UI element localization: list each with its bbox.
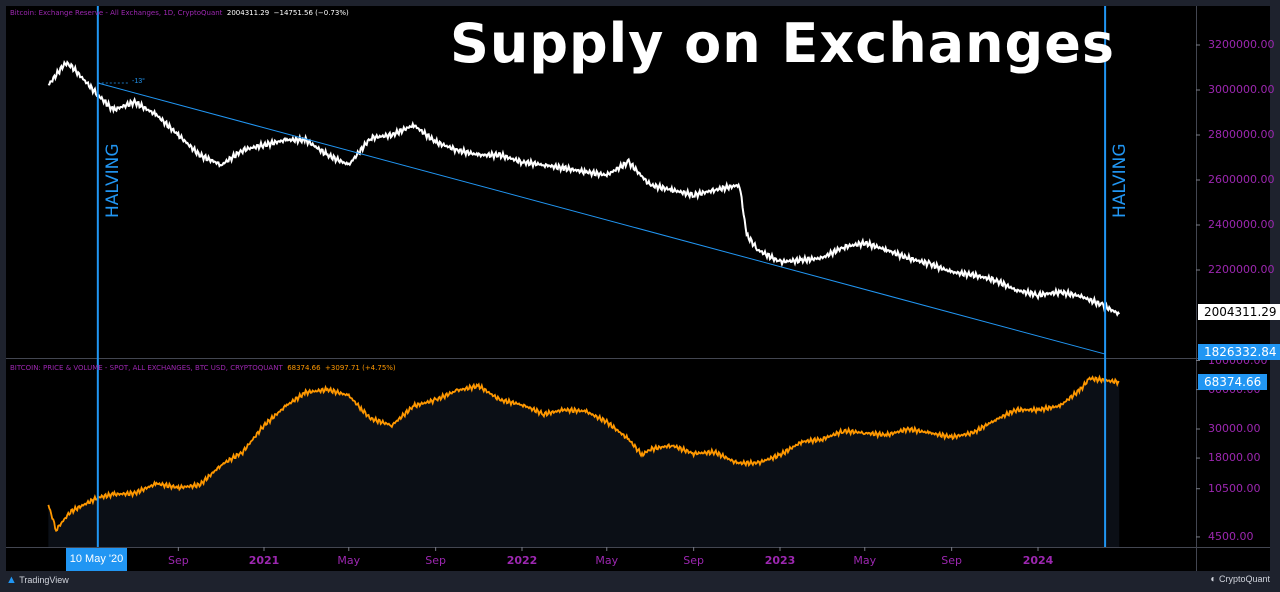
reserve-axis-label: 3000000.00 bbox=[1208, 83, 1275, 96]
last-value-tag: 2004311.29 bbox=[1198, 304, 1280, 320]
time-axis-label: May bbox=[595, 554, 619, 567]
time-axis-label: 2024 bbox=[1022, 554, 1054, 567]
cryptoquant-icon: ◐ bbox=[1210, 574, 1217, 585]
price-area-fill bbox=[48, 377, 1120, 547]
price-axis-label: 4500.00 bbox=[1208, 529, 1254, 543]
top-legend-value: 2004311.29 bbox=[226, 9, 270, 17]
reserve-axis-label: 2600000.00 bbox=[1208, 173, 1275, 186]
time-axis-label: 2021 bbox=[248, 554, 280, 567]
time-axis-label: 2022 bbox=[506, 554, 538, 567]
cryptoquant-logo: ◐ CryptoQuant bbox=[1210, 574, 1270, 585]
tradingview-logo[interactable]: ▲ TradingView bbox=[6, 574, 69, 586]
chart-title: Supply on Exchanges bbox=[450, 12, 1115, 75]
reserve-axis-label: 2800000.00 bbox=[1208, 128, 1275, 141]
time-axis-label: Sep bbox=[941, 554, 963, 567]
top-legend: Bitcoin: Exchange Reserve - All Exchange… bbox=[10, 9, 349, 17]
price-value-tag: 68374.66 bbox=[1198, 374, 1268, 390]
exchange-reserve-line bbox=[47, 60, 1121, 317]
bottom-legend-name: BITCOIN: PRICE & VOLUME - SPOT, ALL EXCH… bbox=[10, 364, 283, 372]
tradingview-text: TradingView bbox=[19, 575, 69, 585]
time-axis-label: May bbox=[853, 554, 877, 567]
reserve-axis-label: 2400000.00 bbox=[1208, 218, 1275, 231]
halving-label-2020: HALVING bbox=[103, 143, 123, 218]
trend-value-tag: 1826332.84 bbox=[1198, 344, 1280, 360]
bottom-legend: BITCOIN: PRICE & VOLUME - SPOT, ALL EXCH… bbox=[10, 364, 396, 372]
reserve-axis-label: 3200000.00 bbox=[1208, 38, 1275, 51]
trend-angle-label: -13° bbox=[132, 78, 145, 85]
time-axis-label: 2023 bbox=[764, 554, 796, 567]
top-legend-name: Bitcoin: Exchange Reserve - All Exchange… bbox=[10, 9, 223, 17]
price-axis-label: 18000.00 bbox=[1208, 451, 1261, 465]
bottom-legend-change: +3097.71 (+4.75%) bbox=[325, 364, 396, 372]
price-axis-label: 10500.00 bbox=[1208, 481, 1261, 495]
halving-label-2024: HALVING bbox=[1110, 143, 1130, 218]
time-axis-label: Sep bbox=[425, 554, 447, 567]
time-axis-label: May bbox=[337, 554, 361, 567]
time-axis-label: Sep bbox=[167, 554, 189, 567]
btc-price-line bbox=[47, 374, 1120, 533]
top-legend-change: −14751.56 (−0.73%) bbox=[273, 9, 349, 17]
reserve-axis-label: 2200000.00 bbox=[1208, 263, 1275, 276]
tradingview-icon: ▲ bbox=[6, 574, 17, 586]
trendline bbox=[97, 82, 1106, 355]
bottom-legend-value: 68374.66 bbox=[287, 364, 321, 372]
price-axis-label: 30000.00 bbox=[1208, 422, 1261, 435]
time-axis-label: Sep bbox=[683, 554, 705, 567]
crosshair-date-label: 10 May '20 bbox=[66, 548, 127, 571]
cryptoquant-text: CryptoQuant bbox=[1218, 574, 1270, 584]
